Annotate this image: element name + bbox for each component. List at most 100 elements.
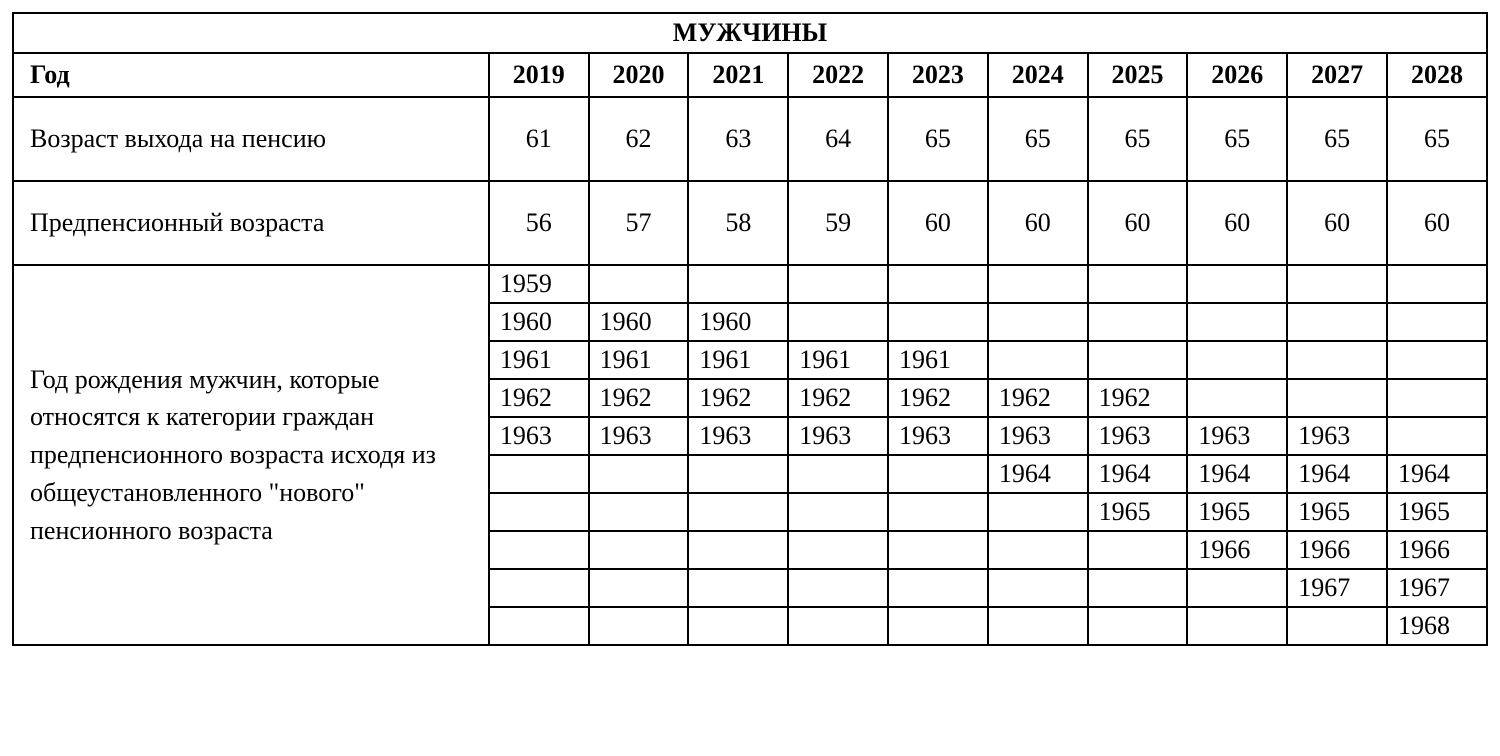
birth-cell xyxy=(888,607,988,645)
birth-cell xyxy=(988,265,1088,303)
year-header: 2027 xyxy=(1287,53,1387,97)
row-label: Предпенсионный возраста xyxy=(13,181,489,265)
year-header: 2023 xyxy=(888,53,988,97)
birth-cell xyxy=(489,455,589,493)
birth-cell: 1963 xyxy=(1088,417,1188,455)
birth-cell: 1962 xyxy=(589,379,689,417)
birth-cell xyxy=(788,303,888,341)
cell: 60 xyxy=(1287,181,1387,265)
cell: 60 xyxy=(1187,181,1287,265)
cell: 65 xyxy=(1387,97,1487,181)
birth-cell xyxy=(1088,303,1188,341)
cell: 60 xyxy=(1088,181,1188,265)
birth-cell: 1966 xyxy=(1287,531,1387,569)
row-label: Возраст выхода на пенсию xyxy=(13,97,489,181)
birth-cell xyxy=(988,569,1088,607)
birth-cell xyxy=(1387,265,1487,303)
birth-cell xyxy=(888,455,988,493)
title-row: МУЖЧИНЫ xyxy=(13,13,1487,53)
birth-cell: 1965 xyxy=(1187,493,1287,531)
birth-cell xyxy=(1287,607,1387,645)
birth-cell xyxy=(489,607,589,645)
cell: 57 xyxy=(589,181,689,265)
cell: 65 xyxy=(988,97,1088,181)
year-header: 2020 xyxy=(589,53,689,97)
birth-label: Год рождения мужчин, которые относятся к… xyxy=(13,265,489,645)
birth-cell xyxy=(589,531,689,569)
birth-cell xyxy=(1387,303,1487,341)
cell: 65 xyxy=(1287,97,1387,181)
table-row: Предпенсионный возраста 56 57 58 59 60 6… xyxy=(13,181,1487,265)
birth-cell xyxy=(589,265,689,303)
birth-cell xyxy=(788,265,888,303)
birth-cell xyxy=(589,607,689,645)
birth-cell xyxy=(1387,379,1487,417)
birth-cell: 1962 xyxy=(1088,379,1188,417)
birth-cell xyxy=(1088,341,1188,379)
year-header: 2024 xyxy=(988,53,1088,97)
year-header: 2025 xyxy=(1088,53,1188,97)
birth-cell: 1962 xyxy=(988,379,1088,417)
birth-cell xyxy=(1088,569,1188,607)
birth-cell xyxy=(888,265,988,303)
birth-cell xyxy=(988,531,1088,569)
birth-cell xyxy=(1287,265,1387,303)
birth-cell xyxy=(688,607,788,645)
birth-cell: 1963 xyxy=(489,417,589,455)
year-header: 2022 xyxy=(788,53,888,97)
birth-cell xyxy=(489,493,589,531)
birth-cell: 1963 xyxy=(1287,417,1387,455)
birth-cell: 1967 xyxy=(1287,569,1387,607)
birth-cell: 1959 xyxy=(489,265,589,303)
birth-cell: 1961 xyxy=(788,341,888,379)
birth-cell xyxy=(1187,303,1287,341)
table-title: МУЖЧИНЫ xyxy=(13,13,1487,53)
birth-cell: 1968 xyxy=(1387,607,1487,645)
birth-cell: 1965 xyxy=(1387,493,1487,531)
pension-table: МУЖЧИНЫ Год 2019 2020 2021 2022 2023 202… xyxy=(12,12,1488,646)
birth-cell: 1961 xyxy=(688,341,788,379)
birth-cell xyxy=(788,531,888,569)
birth-cell: 1963 xyxy=(1187,417,1287,455)
birth-cell: 1961 xyxy=(589,341,689,379)
birth-cell: 1963 xyxy=(888,417,988,455)
birth-cell xyxy=(1187,341,1287,379)
birth-cell xyxy=(1187,265,1287,303)
cell: 61 xyxy=(489,97,589,181)
birth-cell: 1960 xyxy=(489,303,589,341)
birth-cell xyxy=(1187,569,1287,607)
birth-cell: 1965 xyxy=(1287,493,1387,531)
cell: 60 xyxy=(988,181,1088,265)
birth-cell: 1966 xyxy=(1187,531,1287,569)
birth-cell xyxy=(688,569,788,607)
birth-cell xyxy=(589,569,689,607)
birth-cell: 1961 xyxy=(888,341,988,379)
birth-cell: 1964 xyxy=(988,455,1088,493)
birth-cell xyxy=(788,493,888,531)
birth-cell: 1965 xyxy=(1088,493,1188,531)
birth-cell xyxy=(688,531,788,569)
cell: 64 xyxy=(788,97,888,181)
birth-cell: 1960 xyxy=(589,303,689,341)
birth-cell xyxy=(1387,417,1487,455)
birth-cell xyxy=(688,265,788,303)
year-header: 2026 xyxy=(1187,53,1287,97)
cell: 63 xyxy=(688,97,788,181)
birth-cell: 1962 xyxy=(489,379,589,417)
birth-row: Год рождения мужчин, которые относятся к… xyxy=(13,265,1487,303)
birth-cell: 1962 xyxy=(788,379,888,417)
birth-cell: 1963 xyxy=(688,417,788,455)
birth-cell xyxy=(788,569,888,607)
birth-cell xyxy=(1088,607,1188,645)
cell: 65 xyxy=(888,97,988,181)
birth-cell: 1962 xyxy=(888,379,988,417)
birth-cell: 1964 xyxy=(1387,455,1487,493)
birth-cell: 1963 xyxy=(589,417,689,455)
birth-cell xyxy=(589,493,689,531)
birth-cell: 1966 xyxy=(1387,531,1487,569)
cell: 56 xyxy=(489,181,589,265)
year-header: 2028 xyxy=(1387,53,1487,97)
birth-cell xyxy=(888,493,988,531)
birth-cell: 1960 xyxy=(688,303,788,341)
birth-cell: 1964 xyxy=(1287,455,1387,493)
